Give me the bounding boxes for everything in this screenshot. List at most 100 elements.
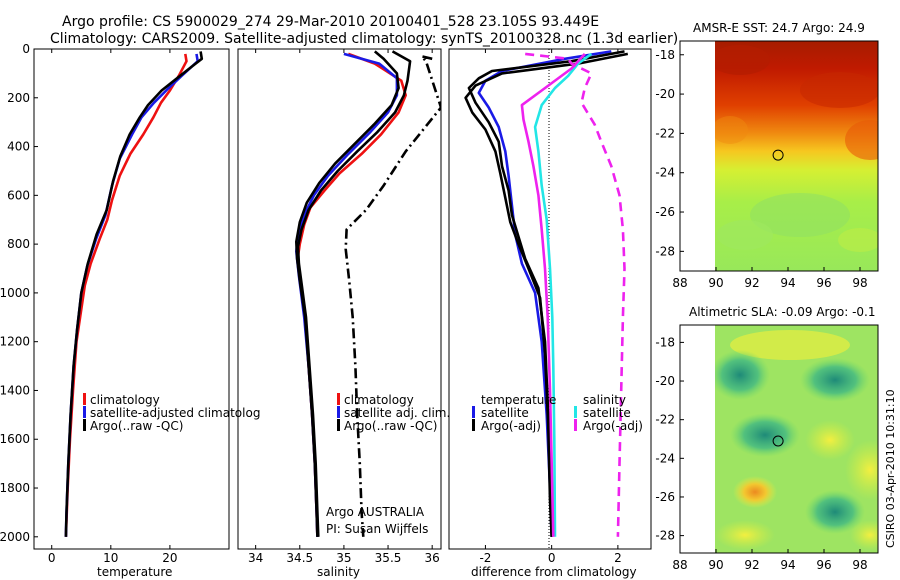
legend-swatch-red (337, 393, 340, 405)
map-y-tick-label: -20 (655, 374, 675, 388)
legend-label: Argo(-adj) (583, 419, 643, 433)
sla-map-frame (679, 324, 879, 554)
map-x-tick-label: 94 (780, 558, 795, 572)
sst-argo-position-marker (772, 149, 784, 161)
legend-swatch-blue (472, 406, 475, 418)
map-x-tick-label: 88 (672, 558, 687, 572)
x-tick-label: 20 (162, 551, 177, 565)
sst-heatmap (715, 41, 878, 271)
difference-legend: temperature salinity satellite Argo(-adj… (472, 393, 643, 433)
difference-lines (464, 50, 629, 537)
sst-map-frame (679, 40, 879, 272)
temperature-x-ticks: 0 10 20 (48, 49, 178, 565)
x-tick-label: 2 (614, 551, 622, 565)
legend-label: Argo(-adj) (481, 419, 541, 433)
legend-label: satellite-adjusted climatolog (90, 406, 260, 420)
map-y-tick-label: -18 (655, 335, 675, 349)
map-y-tick-label: -26 (655, 490, 675, 504)
legend-swatch-black (83, 419, 86, 431)
salinity-lines (295, 50, 441, 537)
y-tick-label: 1200 (0, 335, 30, 349)
legend-label: satellite adj. clim. (344, 406, 450, 420)
legend-label: Argo(..raw -QC) (344, 419, 437, 433)
y-tick-label: 2000 (0, 530, 30, 544)
temperature-series-line (64, 53, 199, 537)
sla-heatmap (715, 325, 878, 553)
difference-series-line (533, 52, 593, 537)
x-tick-label: 34 (248, 551, 263, 565)
y-tick-label: 0 (22, 42, 30, 56)
y-tick-label: 1800 (0, 481, 30, 495)
x-tick-label: 34.5 (286, 551, 313, 565)
map-x-tick-label: 92 (744, 276, 759, 290)
map-y-tick-label: -20 (655, 87, 675, 101)
difference-series-line (477, 50, 612, 537)
map-y-tick-label: -24 (655, 166, 675, 180)
legend-label: Argo(..raw -QC) (90, 419, 183, 433)
legend-swatch-black (337, 419, 340, 431)
salinity-xlabel: salinity (317, 565, 360, 579)
map-x-tick-label: 96 (816, 558, 831, 572)
sla-map-title: Altimetric SLA: -0.09 Argo: -0.1 (689, 305, 876, 319)
map-x-tick-label: 96 (816, 276, 831, 290)
legend-title-salinity: salinity (583, 393, 626, 407)
salinity-series-line (344, 55, 441, 537)
legend-swatch-blue (337, 406, 340, 418)
map-y-tick-label: -22 (655, 126, 675, 140)
x-tick-label: 35 (336, 551, 351, 565)
map-y-tick-label: -18 (655, 48, 675, 62)
legend-swatch-cyan (574, 406, 577, 418)
legend-title-temperature: temperature (481, 393, 556, 407)
difference-axes-frame (448, 48, 652, 550)
temperature-series-line (64, 51, 204, 537)
y-tick-label: 1600 (0, 432, 30, 446)
y-tick-label: 400 (7, 140, 30, 154)
difference-series-line (464, 52, 629, 537)
legend-swatch-black (472, 419, 475, 431)
difference-xlabel: difference from climatology (471, 565, 637, 579)
salinity-axes-frame (237, 48, 442, 550)
map-x-tick-label: 94 (780, 276, 795, 290)
sst-map-title: AMSR-E SST: 24.7 Argo: 24.9 (693, 21, 865, 35)
y-tick-label: 1400 (0, 383, 30, 397)
legend-label: climatology (90, 393, 160, 407)
salinity-series-line (296, 50, 412, 537)
temperature-legend: climatology satellite-adjusted climatolo… (83, 393, 260, 433)
salinity-x-ticks: 34 34.5 35 35.5 36 (248, 49, 440, 565)
temperature-lines (64, 51, 204, 537)
map-x-tick-label: 98 (852, 276, 867, 290)
difference-x-ticks: -2 0 2 (479, 49, 622, 565)
y-tick-label: 200 (7, 91, 30, 105)
map-y-tick-label: -28 (655, 529, 675, 543)
y-tick-label: 1000 (0, 286, 30, 300)
salinity-legend: climatology satellite adj. clim. Argo(..… (337, 393, 450, 433)
temperature-series-line (64, 53, 188, 537)
map-x-tick-label: 90 (708, 276, 723, 290)
map-x-tick-label: 92 (744, 558, 759, 572)
legend-swatch-red (83, 393, 86, 405)
difference-series-line (525, 52, 626, 537)
map-x-tick-label: 90 (708, 558, 723, 572)
x-tick-label: 35.5 (375, 551, 402, 565)
x-tick-label: 36 (425, 551, 440, 565)
pi-annotation: PI: Susan Wijffels (326, 522, 428, 536)
map-x-tick-label: 98 (852, 558, 867, 572)
temperature-depth-ticks: 0 200 400 600 800 1000 1200 1400 1600 1800 2000 (0, 42, 38, 544)
x-tick-label: -2 (479, 551, 491, 565)
sst-map-ticks: 88 90 92 94 96 98 -18 -20 -22 -24 -26 -28 (655, 48, 867, 290)
legend-label: climatology (344, 393, 414, 407)
x-tick-label: 10 (103, 551, 118, 565)
sla-map-ticks: 88 90 92 94 96 98 -18 -20 -22 -24 -26 -28 (655, 335, 867, 572)
figure-title-line1: Argo profile: CS 5900029_274 29-Mar-2010… (62, 14, 599, 30)
y-tick-label: 800 (7, 237, 30, 251)
legend-label: satellite (481, 406, 529, 420)
temperature-xlabel: temperature (97, 565, 172, 579)
map-y-tick-label: -22 (655, 413, 675, 427)
map-x-tick-label: 88 (672, 276, 687, 290)
legend-swatch-magenta (574, 419, 577, 431)
difference-series-line (520, 53, 586, 537)
map-y-tick-label: -28 (655, 244, 675, 258)
credit-timestamp: CSIRO 03-Apr-2010 10:31:10 (884, 389, 897, 548)
legend-label: satellite (583, 406, 631, 420)
